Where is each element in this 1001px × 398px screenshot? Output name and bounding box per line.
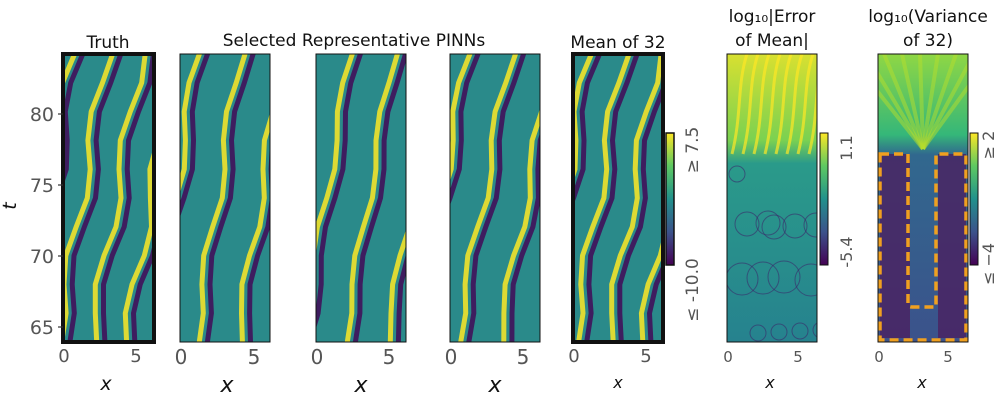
y-tick-70: 70 (30, 246, 54, 268)
x-axis-label-mean: x (612, 373, 623, 392)
x-axis-label-pinn2: x (353, 373, 368, 398)
colorbar-error (819, 132, 829, 266)
x-tick-0-variance: 0 (874, 348, 884, 366)
heatmap-mean (573, 54, 663, 342)
x-tick-5-mean: 5 (640, 346, 651, 367)
panel-frame-error (726, 53, 818, 343)
heatmap-pinn3 (450, 54, 540, 342)
x-tick-0-error: 0 (723, 348, 733, 366)
heatmap-panels (61, 52, 969, 344)
panel-title-truth: Truth (85, 33, 129, 53)
heatmap-pinn2 (316, 54, 406, 342)
panel-title-variance-line2: of 32) (903, 31, 953, 51)
colorbar-field-min: ≤ -10.0 (683, 258, 703, 322)
colorbar-variance-max: ≥ 2 (979, 131, 998, 160)
panel-frame-variance (877, 53, 969, 343)
x-tick-0-truth: 0 (58, 346, 69, 367)
colorbar-error-min: -5.4 (837, 236, 856, 267)
x-tick-5-variance: 5 (943, 348, 953, 366)
group-title: Selected Representative PINNs (223, 31, 486, 51)
x-tick-5-pinn2: 5 (383, 345, 396, 369)
x-tick-0-pinn2: 0 (311, 345, 324, 369)
y-axis-label: t (0, 201, 21, 210)
x-tick-5-error: 5 (793, 348, 803, 366)
heatmap-pinn1 (180, 54, 270, 342)
panel-title-error-line2: of Mean| (735, 31, 809, 51)
panel-frame-truth (61, 52, 156, 344)
colorbar-field (665, 132, 675, 266)
heatmap-variance (878, 54, 968, 342)
y-axis (58, 113, 63, 328)
panel-frame-mean (571, 52, 665, 344)
y-tick-80: 80 (30, 104, 54, 126)
heatmap-truth (63, 54, 154, 342)
x-tick-5-pinn1: 5 (248, 345, 261, 369)
x-tick-0-pinn3: 0 (445, 345, 458, 369)
x-axis-label-pinn3: x (487, 373, 502, 398)
colorbar-error-max: 1.1 (837, 135, 856, 160)
x-tick-5-pinn3: 5 (517, 345, 530, 369)
colorbar-field-max: ≥ 7.5 (683, 127, 703, 174)
x-axis-label-variance: x (916, 373, 927, 392)
panel-frame-pinn3 (449, 53, 541, 343)
panel-title-error-line1: log₁₀|Error (729, 7, 816, 27)
x-axis-label-pinn1: x (219, 373, 234, 398)
panel-frame-pinn1 (179, 53, 271, 343)
panel-title-mean: Mean of 32 (570, 33, 665, 53)
colorbar-variance-min: ≤ −4 (979, 243, 998, 285)
x-tick-5-truth: 5 (130, 346, 141, 367)
y-tick-65: 65 (30, 317, 54, 339)
panel-title-variance-line1: log₁₀(Variance (868, 7, 988, 27)
x-axis-label-truth: x (99, 373, 112, 395)
colorbar-variance (969, 132, 979, 266)
panel-frame-pinn2 (315, 53, 407, 343)
x-tick-0-pinn1: 0 (175, 345, 188, 369)
heatmap-error (727, 54, 817, 342)
x-axis-label-error: x (764, 373, 775, 392)
y-tick-75: 75 (30, 175, 54, 197)
x-tick-0-mean: 0 (568, 346, 579, 367)
